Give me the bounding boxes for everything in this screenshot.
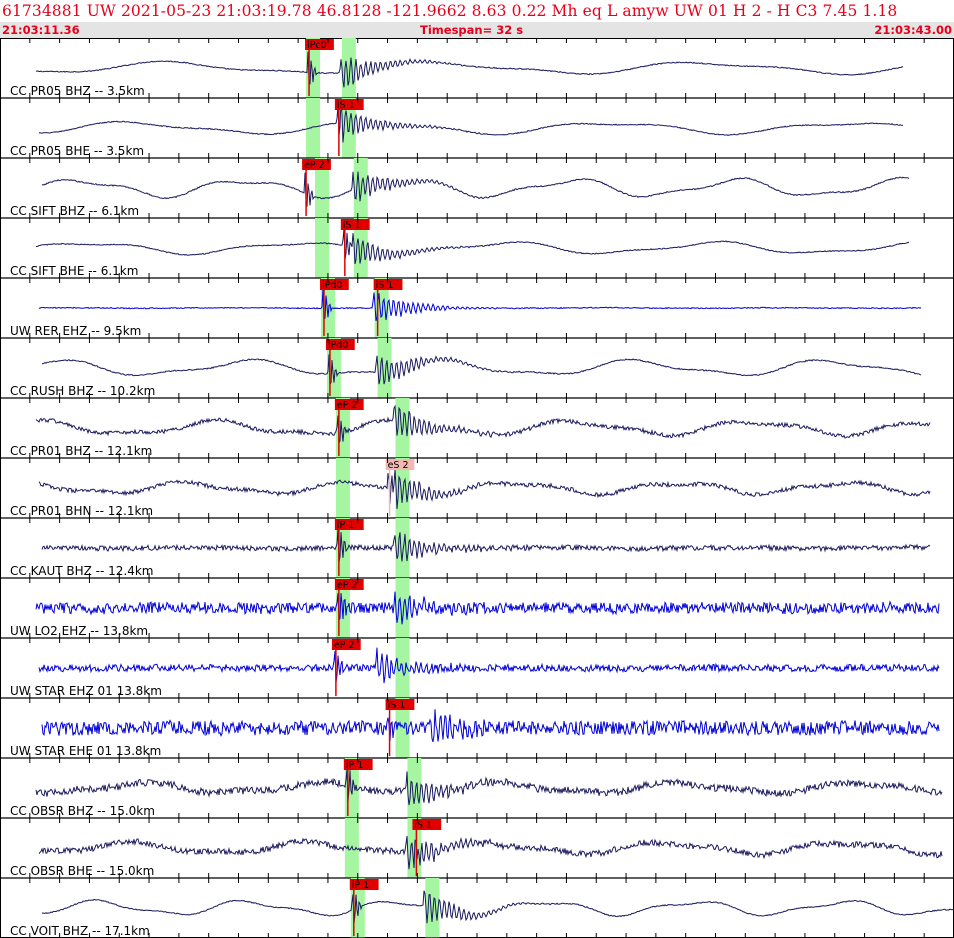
- plot-frame: [0, 38, 954, 938]
- pick-flag: [343, 759, 373, 770]
- pick-label: eP 2: [337, 400, 358, 411]
- analysis-window: [395, 458, 410, 518]
- pick-label: eP 2: [304, 160, 325, 171]
- trace-row: eP 2 UW STAR EHZ 01 13.8km: [0, 638, 954, 699]
- waveform: [38, 836, 943, 870]
- trace-row: eP 2 UW LO2 EHZ -- 13.8km: [0, 578, 954, 639]
- station-label: CC SIFT BHE -- 6.1km: [10, 264, 138, 278]
- pick-label: iP 1: [352, 880, 369, 891]
- pick-label: eP 2: [337, 580, 358, 591]
- pick-label: eS 2: [388, 460, 409, 471]
- trace-row: iPd0 iS 1 UW RER EHZ -- 9.5km: [0, 278, 954, 339]
- analysis-window: [425, 878, 440, 938]
- start-time: 21:03:11.36: [2, 23, 80, 37]
- analysis-window: [395, 518, 410, 578]
- event-title: 61734881 UW 2021-05-23 21:03:19.78 46.81…: [2, 2, 898, 20]
- analysis-window: [315, 218, 330, 278]
- waveform: [38, 469, 931, 509]
- pick-label: eP 2: [334, 640, 355, 651]
- trace-row: eP 2 CC PR01 BHZ -- 12.1km: [0, 398, 954, 459]
- trace-row: iS 1 UW STAR EHE 01 13.8km: [0, 698, 954, 759]
- station-label: UW RER EHZ -- 9.5km: [10, 324, 141, 338]
- waveform: [35, 591, 940, 625]
- waveform: [41, 709, 940, 743]
- station-label: CC KAUT BHZ -- 12.4km: [10, 564, 154, 578]
- pick-flag: [412, 819, 442, 830]
- analysis-window: [341, 38, 356, 98]
- pick-flag: [334, 399, 364, 410]
- waveform: [38, 288, 922, 322]
- waveform: [41, 890, 954, 925]
- timespan-label: Timespan= 32 s: [420, 23, 524, 37]
- waveform: [35, 228, 910, 265]
- waveform: [35, 404, 931, 444]
- trace-row: iS 1 CC OBSR BHE -- 15.0km: [0, 818, 954, 879]
- pick-flag: [334, 99, 364, 110]
- analysis-window: [353, 158, 368, 218]
- station-label: CC PR05 BHZ -- 3.5km: [10, 84, 145, 98]
- pick-flag: [334, 579, 364, 590]
- pick-label: iPc0: [307, 40, 327, 51]
- pick-flag: [302, 159, 331, 170]
- waveform: [41, 171, 910, 207]
- analysis-window: [395, 698, 410, 758]
- pick-flag: [349, 879, 379, 890]
- analysis-window: [407, 758, 422, 818]
- trace-row: eP 2 CC SIFT BHZ -- 6.1km: [0, 158, 954, 219]
- station-label: UW LO2 EHZ -- 13.8km: [10, 624, 148, 638]
- time-bar: 21:03:11.36 Timespan= 32 s 21:03:43.00: [0, 22, 954, 38]
- trace-row: eS 2 CC PR01 BHN -- 12.1km: [0, 458, 954, 519]
- waveform: [38, 647, 940, 684]
- trace-row: iS 1 CC SIFT BHE -- 6.1km: [0, 218, 954, 279]
- analysis-window: [395, 578, 410, 638]
- pick-flag: [385, 699, 415, 710]
- station-label: CC SIFT BHZ -- 6.1km: [10, 204, 139, 218]
- trace-row: iP 1 CC VOIT BHZ -- 17.1km: [0, 878, 954, 938]
- trace-row: iS 1 CC PR05 BHE -- 3.5km: [0, 98, 954, 159]
- waveform: [41, 528, 931, 563]
- pick-label: iPd0: [322, 280, 342, 291]
- pick-label: iS 1: [376, 280, 394, 291]
- station-label: CC OBSR BHZ -- 15.0km: [10, 804, 155, 818]
- waveform: [41, 354, 922, 387]
- waveform: [38, 99, 903, 143]
- pick-label: iP 1: [346, 760, 363, 771]
- pick-flag: [385, 459, 415, 470]
- pick-flag: [334, 519, 364, 530]
- pick-label: iS 1: [388, 700, 406, 711]
- pick-flag: [319, 279, 349, 290]
- pick-flag: [325, 339, 355, 350]
- waveform: [35, 769, 943, 806]
- analysis-window: [344, 818, 359, 878]
- pick-flag: [373, 279, 403, 290]
- end-time: 21:03:43.00: [874, 23, 952, 37]
- station-label: UW STAR EHE 01 13.8km: [10, 744, 161, 758]
- station-label: CC PR01 BHZ -- 12.1km: [10, 444, 152, 458]
- trace-row: iP 1 CC OBSR BHZ -- 15.0km: [0, 758, 954, 819]
- pick-label: iS 1: [414, 820, 432, 831]
- analysis-window: [315, 158, 330, 218]
- analysis-window: [353, 218, 368, 278]
- station-label: CC VOIT BHZ -- 17.1km: [10, 924, 150, 938]
- pick-label: iPd0: [328, 340, 348, 351]
- waveform: [35, 51, 903, 88]
- trace-row: iP 1 CC KAUT BHZ -- 12.4km: [0, 518, 954, 579]
- trace-row: iPd0 CC RUSH BHZ -- 10.2km: [0, 338, 954, 399]
- station-label: CC OBSR BHE -- 15.0km: [10, 864, 154, 878]
- seismogram-panel[interactable]: iPc0 CC PR05 BHZ -- 3.5km iS 1 CC PR05 BHE …: [0, 38, 954, 938]
- station-label: UW STAR EHZ 01 13.8km: [10, 684, 162, 698]
- pick-label: iS 1: [343, 220, 361, 231]
- trace-row: iPc0 CC PR05 BHZ -- 3.5km: [0, 38, 954, 99]
- pick-label: iS 1: [337, 100, 355, 111]
- pick-flag: [305, 39, 334, 50]
- analysis-window: [335, 458, 350, 518]
- pick-flag: [340, 219, 370, 230]
- pick-label: iP 1: [337, 520, 354, 531]
- analysis-window: [306, 98, 321, 158]
- pick-flag: [331, 639, 361, 650]
- station-label: CC PR01 BHN -- 12.1km: [10, 504, 153, 518]
- station-label: CC RUSH BHZ -- 10.2km: [10, 384, 155, 398]
- station-label: CC PR05 BHE -- 3.5km: [10, 144, 144, 158]
- analysis-window: [377, 338, 392, 398]
